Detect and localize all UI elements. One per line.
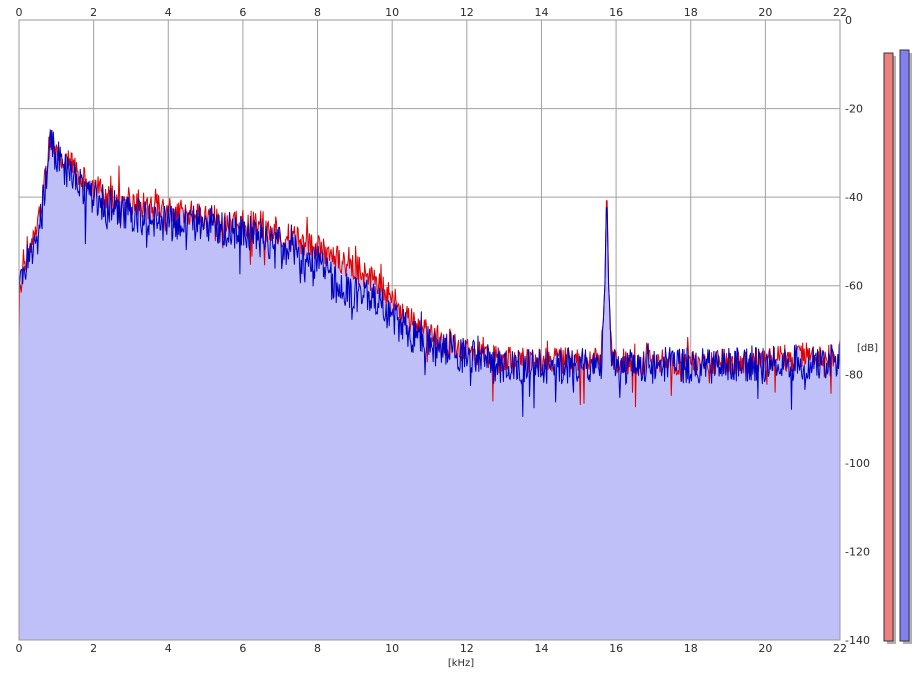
- x-tick-label-bottom: 0: [16, 642, 23, 655]
- x-tick-label-top: 4: [165, 6, 172, 19]
- y-tick-label: -100: [845, 457, 870, 470]
- x-tick-label-top: 14: [534, 6, 548, 19]
- x-tick-label-top: 2: [90, 6, 97, 19]
- plot-area: [18, 129, 841, 640]
- plot-frame: [18, 19, 841, 641]
- x-tick-label-top: 6: [239, 6, 246, 19]
- level-meters: [883, 49, 912, 644]
- y-tick-label: 0: [845, 14, 852, 27]
- x-axis-top: 0 2 4 6 8 10 12 14 16 18 20 22: [16, 6, 848, 19]
- x-tick-label-top: 10: [385, 6, 399, 19]
- x-tick-label-bottom: 14: [534, 642, 548, 655]
- spectrum-fill-area: [19, 129, 840, 640]
- x-tick-label-top: 0: [16, 6, 23, 19]
- x-tick-label-top: 16: [609, 6, 623, 19]
- level-meter-blue: [899, 49, 910, 642]
- y-tick-label: -80: [845, 368, 863, 381]
- x-tick-label-bottom: 2: [90, 642, 97, 655]
- x-tick-label-bottom: 18: [684, 642, 698, 655]
- y-tick-label: -40: [845, 191, 863, 204]
- x-tick-label-bottom: 20: [758, 642, 772, 655]
- y-axis-right: 0 -20 -40 -60 -80 -100 -120 -140: [845, 14, 870, 647]
- y-tick-label: -140: [845, 634, 870, 647]
- x-tick-label-top: 22: [833, 6, 847, 19]
- x-tick-label-top: 8: [314, 6, 321, 19]
- x-tick-label-bottom: 6: [239, 642, 246, 655]
- y-tick-label: -60: [845, 280, 863, 293]
- x-tick-label-bottom: 8: [314, 642, 321, 655]
- x-tick-label-bottom: 16: [609, 642, 623, 655]
- x-tick-label-top: 18: [684, 6, 698, 19]
- x-tick-label-top: 12: [460, 6, 474, 19]
- x-tick-label-top: 20: [758, 6, 772, 19]
- x-tick-label-bottom: 10: [385, 642, 399, 655]
- y-tick-label: -120: [845, 545, 870, 558]
- x-tick-label-bottom: 22: [833, 642, 847, 655]
- y-tick-label: -20: [845, 103, 863, 116]
- y-axis-label: [dB]: [857, 343, 878, 354]
- series-blue-line: [18, 129, 841, 417]
- x-tick-label-bottom: 12: [460, 642, 474, 655]
- level-meter-red: [883, 52, 894, 642]
- x-axis-label: [kHz]: [448, 658, 474, 669]
- x-axis-bottom: 0 2 4 6 8 10 12 14 16 18 20 22: [16, 642, 848, 655]
- x-tick-label-bottom: 4: [165, 642, 172, 655]
